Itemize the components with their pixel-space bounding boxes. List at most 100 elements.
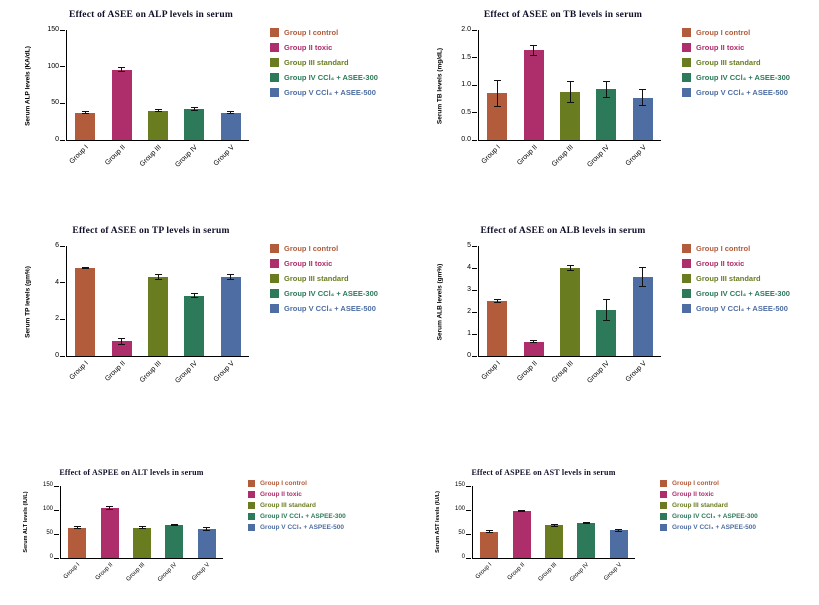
y-tick-mark (60, 245, 65, 247)
y-tick-label: 0.5 (461, 108, 471, 116)
y-tick-mark (466, 485, 471, 487)
error-bar-cap (602, 298, 610, 300)
error-bar-cap (170, 525, 178, 527)
legend-swatch (270, 88, 279, 97)
error-bar-cap (81, 111, 89, 113)
error-bar-cap (602, 81, 610, 83)
legend-swatch (270, 274, 279, 283)
error-bar-cap (550, 523, 558, 525)
y-tick-label: 2.0 (461, 26, 471, 33)
legend-item: Group IV CCl₄ + ASPEE-300 (660, 513, 758, 520)
legend-label: Group V CCl₄ + ASPEE-500 (260, 524, 344, 531)
error-bar-cap (566, 80, 574, 82)
bar (577, 523, 596, 558)
y-tick-mark (60, 102, 65, 104)
legend-item: Group V CCl₄ + ASEE-500 (682, 304, 790, 313)
error-bar-cap (493, 298, 501, 300)
y-tick-label: 0 (55, 136, 59, 143)
error-bar-line (76, 526, 78, 530)
error-bar-cap (530, 54, 538, 56)
legend-swatch (248, 502, 255, 509)
chart-title: Effect of ASEE on ALB levels in serum (480, 226, 646, 236)
bar (133, 527, 151, 558)
legend-label: Group III standard (672, 502, 728, 509)
legend-swatch (270, 244, 279, 253)
legend-swatch (248, 524, 255, 531)
y-tick-mark (54, 485, 59, 487)
y-tick-mark (60, 318, 65, 320)
bar (512, 510, 531, 558)
y-tick-label: 6 (55, 242, 59, 249)
bar (487, 301, 508, 356)
legend-item: Group II toxic (660, 491, 758, 498)
y-tick-label: 100 (454, 506, 465, 512)
error-bar-cap (154, 111, 162, 113)
error-bar-cap (154, 109, 162, 111)
legend-swatch (660, 491, 667, 498)
legend-label: Group V CCl₄ + ASEE-500 (696, 304, 788, 313)
error-bar-line (157, 274, 159, 280)
bar (75, 268, 96, 356)
legend-item: Group II toxic (682, 259, 790, 268)
error-bar-line (109, 505, 111, 510)
error-bar-cap (493, 106, 501, 107)
y-tick-mark (466, 509, 471, 511)
y-tick-mark (54, 533, 59, 535)
legend-swatch (270, 28, 279, 37)
error-bar-cap (530, 342, 538, 344)
error-bar-cap (615, 528, 623, 530)
legend-swatch (682, 58, 691, 67)
chart-tp: Effect of ASEE on TP levels in serum Ser… (8, 222, 406, 422)
error-bar-cap (493, 79, 501, 81)
legend-item: Group V CCl₄ + ASEE-500 (682, 88, 790, 97)
legend-label: Group V CCl₄ + ASEE-500 (284, 88, 376, 97)
legend-swatch (682, 73, 691, 82)
legend-swatch (270, 58, 279, 67)
error-bar-cap (190, 293, 198, 295)
y-tick-label: 0 (49, 554, 53, 560)
error-bar-line (230, 111, 232, 115)
y-tick-mark (472, 355, 477, 357)
legend-swatch (248, 491, 255, 498)
legend-item: Group III standard (660, 502, 758, 509)
error-bar-cap (602, 319, 610, 321)
legend: Group I control Group II toxic Group III s… (248, 480, 346, 531)
error-bar-cap (170, 524, 178, 526)
y-tick-label: 0 (467, 352, 471, 359)
bar (184, 109, 205, 140)
y-tick-mark (472, 245, 477, 247)
legend-item: Group III standard (682, 58, 790, 67)
y-tick-label: 4 (55, 278, 59, 286)
legend-label: Group III standard (696, 58, 761, 67)
y-tick-label: 2 (55, 315, 59, 323)
legend-label: Group II toxic (696, 259, 745, 268)
error-bar-cap (485, 532, 493, 534)
x-tick-label: Group V (190, 562, 212, 583)
legend-item: Group III standard (248, 502, 346, 509)
legend: Group I control Group II toxic Group III s… (270, 244, 378, 313)
error-bar-line (230, 274, 232, 280)
bar (197, 528, 216, 558)
legend-item: Group II toxic (248, 491, 346, 498)
legend-label: Group I control (696, 28, 751, 37)
y-tick-mark (54, 557, 59, 559)
bar (560, 91, 580, 140)
legend-label: Group III standard (284, 58, 349, 67)
error-bar-cap (518, 509, 526, 511)
legend-swatch (270, 73, 279, 82)
chart-ast: Effect of ASPEE on AST levels in serum S… (420, 466, 810, 602)
y-tick-label: 100 (42, 506, 53, 512)
error-bar-cap (118, 67, 126, 69)
plot-area: 0.0 0.5 1.0 1.5 2.0 Group I Group II Group III G… (461, 26, 661, 169)
chart-alt: Effect of ASPEE on ALT levels in serum S… (8, 466, 398, 602)
legend-item: Group V CCl₄ + ASEE-500 (270, 88, 378, 97)
bar (560, 268, 580, 356)
legend-item: Group III standard (270, 58, 378, 67)
y-tick-mark (60, 282, 65, 284)
y-tick-label: 150 (42, 482, 53, 488)
legend-item: Group IV CCl₄ + ASEE-300 (270, 289, 378, 298)
error-bar-cap (530, 339, 538, 341)
error-bar-cap (154, 278, 162, 280)
y-tick-label: 150 (454, 482, 465, 488)
legend-item: Group IV CCl₄ + ASPEE-300 (248, 513, 346, 520)
